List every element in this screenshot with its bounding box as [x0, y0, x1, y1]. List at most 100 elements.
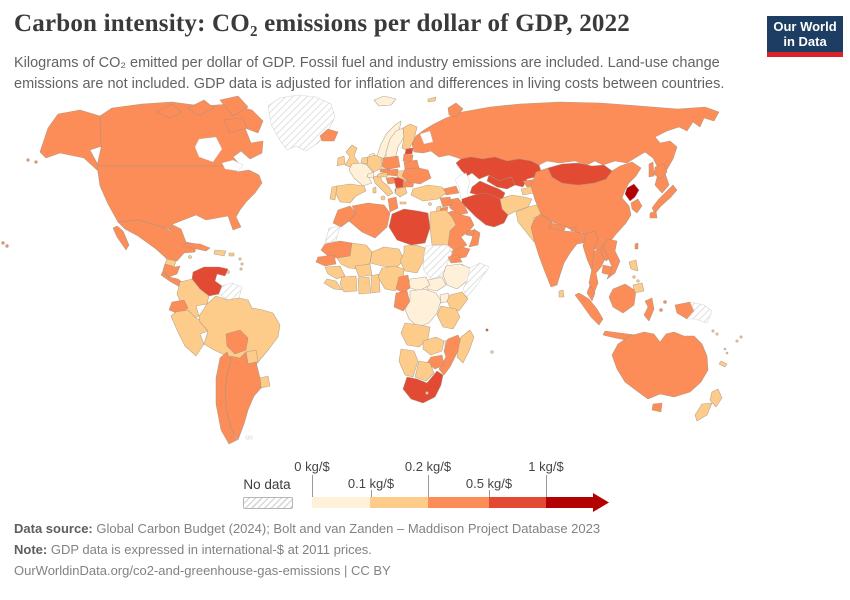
country-switzerland[interactable]	[366, 171, 375, 179]
country-hispaniola[interactable]	[213, 249, 227, 257]
country-niger[interactable]	[369, 246, 405, 269]
country-vietnam[interactable]	[602, 238, 621, 280]
country-nz-south[interactable]	[694, 402, 713, 422]
country-visayas[interactable]	[636, 279, 640, 283]
country-south-sudan[interactable]	[426, 276, 447, 292]
country-togo-benin[interactable]	[370, 273, 381, 294]
country-finland[interactable]	[401, 123, 418, 152]
country-slovakia-hungary[interactable]	[386, 168, 399, 177]
country-estonia[interactable]	[404, 147, 414, 155]
country-seychelles[interactable]	[485, 328, 489, 332]
country-usa[interactable]	[96, 165, 263, 231]
country-somalia[interactable]	[462, 262, 490, 298]
country-fiji[interactable]	[739, 335, 743, 339]
country-sierra-leone-liberia[interactable]	[323, 278, 343, 291]
country-syria[interactable]	[439, 196, 453, 208]
country-mindanao[interactable]	[632, 282, 645, 294]
country-portugal[interactable]	[329, 185, 338, 201]
country-franz-josef[interactable]	[427, 96, 437, 103]
country-mauritania[interactable]	[320, 240, 353, 259]
country-sumatra[interactable]	[574, 292, 604, 326]
country-aleutians[interactable]	[34, 160, 38, 164]
country-mongolia[interactable]	[547, 162, 613, 186]
country-solomon[interactable]	[711, 329, 715, 333]
country-greece[interactable]	[394, 186, 408, 198]
country-cyprus[interactable]	[428, 202, 432, 206]
country-ireland[interactable]	[336, 155, 346, 167]
country-burkina-faso[interactable]	[354, 263, 373, 278]
country-borneo[interactable]	[608, 283, 637, 314]
country-moluccas[interactable]	[659, 308, 663, 312]
country-tunisia[interactable]	[387, 196, 399, 213]
country-drc[interactable]	[404, 288, 442, 328]
country-guyanas[interactable]	[218, 282, 243, 301]
country-mozambique[interactable]	[438, 334, 463, 376]
country-luzon[interactable]	[628, 259, 639, 272]
country-vanuatu[interactable]	[725, 351, 729, 355]
country-aleutians[interactable]	[26, 158, 30, 162]
country-sicily[interactable]	[380, 195, 386, 201]
country-sakhalin[interactable]	[648, 161, 655, 178]
country-tanzania[interactable]	[436, 305, 461, 330]
country-new-caledonia[interactable]	[718, 360, 728, 368]
country-alaska[interactable]	[39, 109, 108, 171]
country-sri-lanka[interactable]	[558, 289, 565, 298]
country-mauritius[interactable]	[490, 350, 494, 354]
country-iceland[interactable]	[319, 128, 339, 142]
country-oman[interactable]	[468, 228, 481, 248]
country-uruguay[interactable]	[259, 375, 271, 389]
country-ukraine[interactable]	[401, 167, 432, 185]
country-central-african-republic[interactable]	[407, 276, 431, 292]
country-tasmania[interactable]	[651, 402, 663, 413]
country-crete[interactable]	[399, 201, 407, 205]
country-cuba[interactable]	[182, 242, 211, 252]
country-lesser-antilles[interactable]	[240, 262, 244, 266]
country-iraq[interactable]	[447, 197, 469, 216]
country-ghana[interactable]	[357, 276, 372, 295]
country-lesser-antilles[interactable]	[239, 267, 243, 271]
country-hawaii[interactable]	[5, 244, 9, 248]
owid-logo[interactable]: Our World in Data	[767, 16, 843, 57]
country-turkey[interactable]	[410, 184, 447, 202]
country-baja[interactable]	[112, 225, 130, 251]
country-mexico[interactable]	[117, 219, 197, 262]
country-namibia[interactable]	[398, 348, 419, 378]
country-honduras-nicaragua[interactable]	[162, 263, 181, 278]
country-zambia[interactable]	[422, 336, 445, 356]
country-visayas[interactable]	[632, 275, 636, 279]
country-nz-north[interactable]	[709, 388, 723, 408]
country-senegal[interactable]	[315, 254, 337, 267]
country-spain[interactable]	[334, 183, 367, 204]
country-turkmenistan[interactable]	[469, 180, 506, 201]
country-bhutan[interactable]	[570, 226, 577, 232]
country-south-africa[interactable]	[402, 370, 444, 404]
country-hawaii[interactable]	[1, 241, 5, 245]
country-jamaica[interactable]	[188, 255, 192, 259]
country-hokkaido[interactable]	[653, 163, 668, 180]
country-libya[interactable]	[388, 208, 431, 246]
country-cambodia[interactable]	[601, 264, 613, 276]
country-western-sahara[interactable]	[324, 225, 341, 244]
country-bolivia[interactable]	[225, 329, 249, 355]
country-canadian-arctic[interactable]	[155, 95, 249, 134]
country-algeria[interactable]	[348, 202, 391, 239]
country-svalbard[interactable]	[373, 95, 397, 107]
country-iran[interactable]	[461, 192, 509, 228]
country-austria[interactable]	[376, 171, 389, 178]
country-fiji[interactable]	[735, 339, 739, 343]
country-india[interactable]	[530, 213, 587, 288]
country-lesotho[interactable]	[425, 391, 429, 395]
country-argentina[interactable]	[224, 351, 262, 441]
country-sardinia[interactable]	[372, 186, 377, 194]
country-falkland[interactable]	[245, 435, 253, 440]
country-png[interactable]	[686, 301, 713, 324]
country-vanuatu[interactable]	[723, 347, 727, 351]
country-australia[interactable]	[611, 331, 709, 400]
country-cameroon[interactable]	[395, 274, 411, 294]
country-taiwan[interactable]	[634, 242, 639, 250]
country-malaysia[interactable]	[586, 284, 596, 302]
country-solomon[interactable]	[715, 332, 719, 336]
country-moluccas[interactable]	[663, 300, 667, 304]
country-puerto-rico[interactable]	[228, 252, 235, 257]
country-north-korea[interactable]	[624, 183, 640, 202]
